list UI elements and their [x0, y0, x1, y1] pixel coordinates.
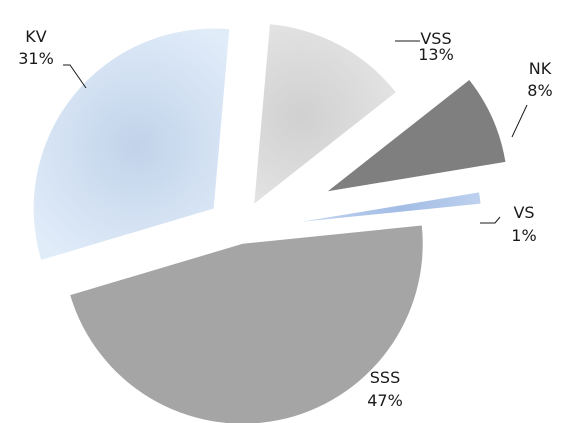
slice-value-vss: 13%: [418, 45, 454, 64]
slice-value-sss: 47%: [367, 391, 403, 410]
pie-slice-nk: [327, 79, 506, 192]
slice-label-sss: SSS: [370, 368, 400, 387]
pie-slice-sss: [70, 225, 423, 423]
slices-layer: [33, 24, 506, 423]
slice-label-nk: NK: [529, 59, 552, 78]
slice-label-vs: VS: [513, 203, 534, 222]
leader-line-kv: [63, 64, 87, 89]
pie-slice-vs: [301, 192, 481, 222]
leader-line-vs: [480, 216, 501, 224]
leader-line-nk: [511, 104, 528, 138]
slice-value-vs: 1%: [511, 226, 536, 245]
pie-slice-vss: [254, 24, 396, 204]
slice-label-kv: KV: [25, 27, 46, 46]
slice-label-vss: VSS: [420, 29, 451, 48]
leaders-layer: [63, 40, 528, 224]
slice-value-kv: 31%: [18, 49, 54, 68]
slice-value-nk: 8%: [527, 81, 552, 100]
pie-slice-kv: [33, 28, 230, 260]
